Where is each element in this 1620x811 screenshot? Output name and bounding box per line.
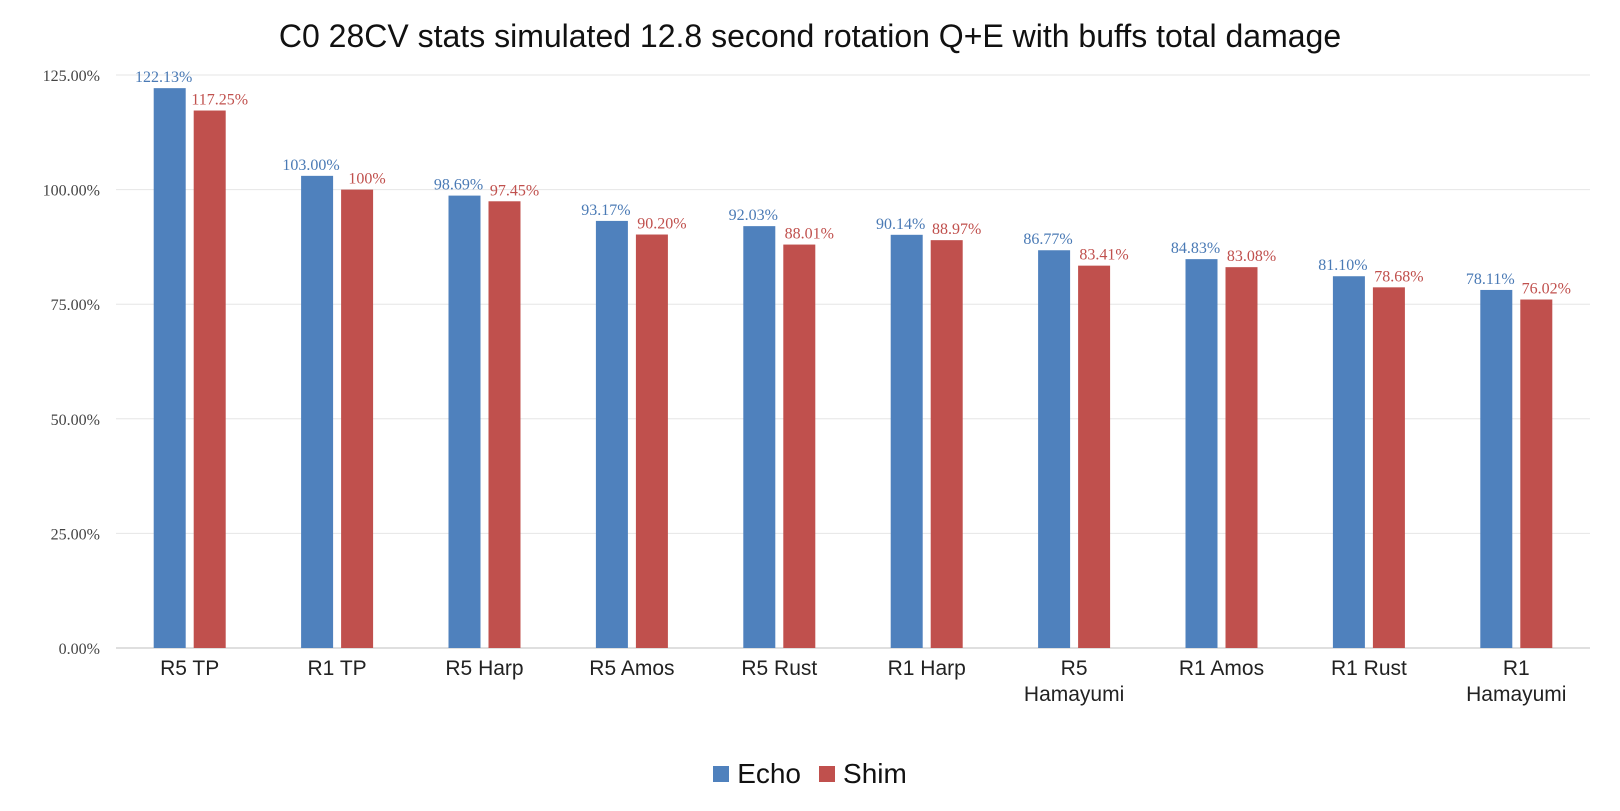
x-tick-label: R1 Harp xyxy=(888,657,966,680)
bar-shim xyxy=(341,189,374,648)
bar-echo xyxy=(743,226,776,649)
data-label: 83.41% xyxy=(1079,247,1128,264)
legend: Echo Shim xyxy=(0,758,1620,790)
bar-shim xyxy=(930,240,963,649)
data-label: 86.77% xyxy=(1023,231,1072,248)
x-tick-label: R5 TP xyxy=(160,657,219,680)
data-label: 88.01% xyxy=(785,226,834,243)
bar-echo xyxy=(301,175,334,648)
data-label: 90.14% xyxy=(876,216,925,233)
data-label: 84.83% xyxy=(1171,240,1220,257)
data-label: 76.02% xyxy=(1522,281,1571,298)
plot-area: 0.00% 25.00% 50.00% 75.00% 100.00% 125.00% 122… xyxy=(43,68,1590,706)
x-tick-label: R1 Amos xyxy=(1179,657,1264,680)
y-tick-label: 50.00% xyxy=(51,412,100,429)
bar-shim xyxy=(1078,265,1111,648)
bar-echo xyxy=(448,195,481,648)
bar-shim xyxy=(783,244,816,648)
legend-label-shim: Shim xyxy=(843,758,907,789)
bar-shim xyxy=(1372,287,1405,648)
x-tick-label: R1 TP xyxy=(308,657,367,680)
data-label: 103.00% xyxy=(282,157,339,174)
data-label: 78.11% xyxy=(1466,271,1515,288)
data-label: 78.68% xyxy=(1374,268,1423,285)
bar-echo xyxy=(1480,289,1513,648)
y-tick-label: 25.00% xyxy=(51,526,100,543)
legend-swatch-shim xyxy=(819,766,836,782)
y-tick-label: 0.00% xyxy=(59,641,100,658)
x-tick-label: R1 Hamayumi xyxy=(1466,657,1566,706)
bar-echo xyxy=(1038,250,1071,648)
legend-item-shim: Shim xyxy=(819,758,907,790)
chart-title: C0 28CV stats simulated 12.8 second rota… xyxy=(278,18,1342,54)
bar-echo xyxy=(1332,276,1365,648)
data-label: 90.20% xyxy=(637,216,686,233)
data-label: 100% xyxy=(348,171,385,188)
bar-echo xyxy=(595,220,628,648)
x-tick-label: R5 Hamayumi xyxy=(1024,657,1124,706)
data-label: 88.97% xyxy=(932,221,981,238)
data-label: 122.13% xyxy=(135,69,192,86)
x-tick-label: R5 Amos xyxy=(589,657,674,680)
bar-echo xyxy=(153,88,186,649)
x-tick-label: R5 Harp xyxy=(445,657,523,680)
bar-shim xyxy=(1225,267,1258,648)
bar-echo xyxy=(1185,259,1218,648)
data-label: 117.25% xyxy=(191,92,248,109)
bar-shim xyxy=(635,234,668,648)
y-tick-label: 100.00% xyxy=(43,183,100,200)
x-tick-label: R1 Rust xyxy=(1331,657,1407,680)
data-label: 97.45% xyxy=(490,182,539,199)
legend-item-echo: Echo xyxy=(713,758,801,790)
bar-shim xyxy=(193,110,226,648)
data-label: 81.10% xyxy=(1318,257,1367,274)
bar-shim xyxy=(488,201,521,649)
bar-shim xyxy=(1520,299,1553,648)
x-tick-label: R5 Rust xyxy=(741,657,817,680)
data-label: 98.69% xyxy=(434,177,483,194)
legend-swatch-echo xyxy=(713,766,730,782)
y-tick-label: 75.00% xyxy=(51,297,100,314)
legend-label-echo: Echo xyxy=(737,758,802,789)
y-tick-label: 125.00% xyxy=(43,68,100,85)
bar-echo xyxy=(890,234,923,649)
data-label: 92.03% xyxy=(729,207,778,224)
data-label: 93.17% xyxy=(581,202,630,219)
data-label: 83.08% xyxy=(1227,248,1276,265)
